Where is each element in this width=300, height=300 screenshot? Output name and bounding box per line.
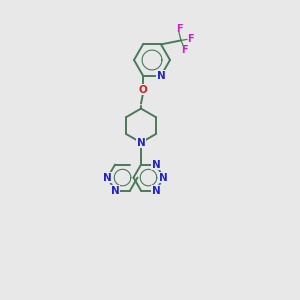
- Text: N: N: [103, 172, 112, 183]
- Text: F: F: [176, 24, 182, 34]
- Text: N: N: [136, 138, 146, 148]
- Text: O: O: [139, 85, 147, 94]
- Text: N: N: [152, 160, 160, 170]
- Text: N: N: [103, 172, 112, 183]
- Text: N: N: [152, 186, 160, 196]
- Text: N: N: [159, 172, 168, 183]
- Text: F: F: [187, 34, 193, 44]
- Text: N: N: [157, 70, 165, 81]
- Text: N: N: [111, 186, 119, 196]
- Text: F: F: [181, 45, 187, 56]
